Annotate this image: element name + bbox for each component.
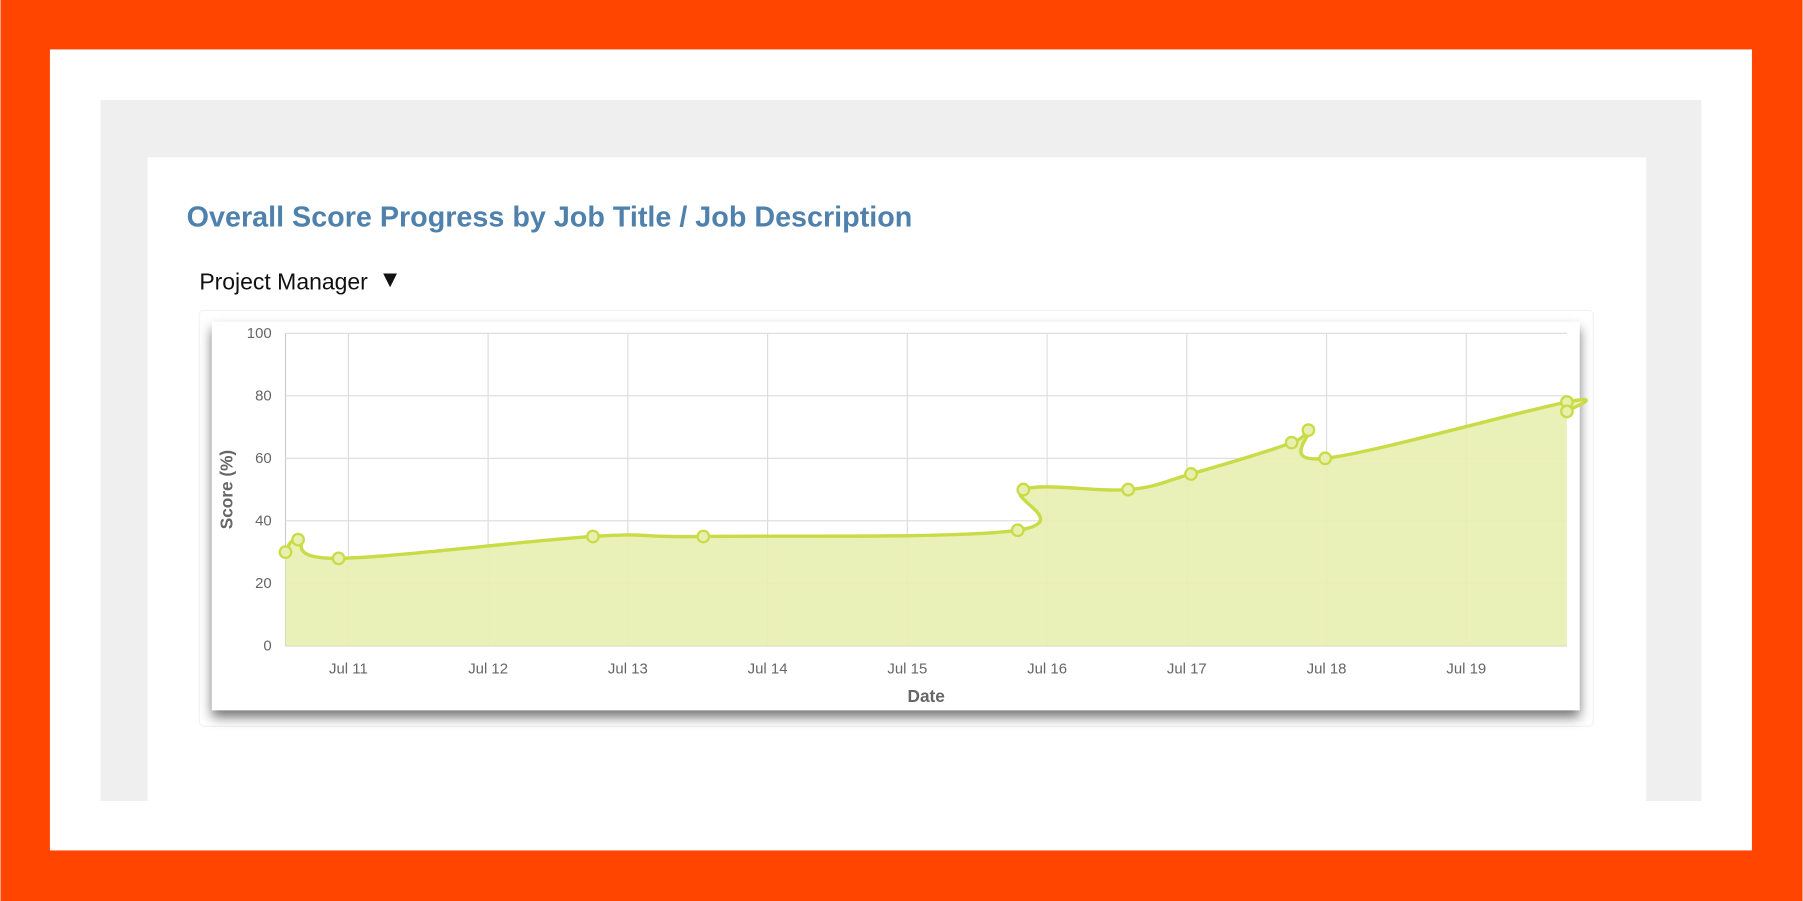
dropdown[interactable]: Project Manager [199, 269, 397, 295]
dropdown-label[interactable]: Project Manager [199, 269, 368, 295]
point [696, 529, 711, 544]
plot: 0 20 40 60 80 100 Jul 11 Jul 12 Jul 13 Jul 14 Jul … [217, 325, 1588, 706]
point [1016, 482, 1031, 497]
x-tick-label: Jul 11 [329, 660, 368, 677]
y-tick-label: 60 [255, 450, 272, 467]
point [1301, 423, 1316, 438]
x-tick-label: Jul 12 [468, 660, 508, 677]
title: Overall Score Progress by Job Title / Jo… [187, 201, 913, 233]
point [331, 551, 346, 566]
point [586, 529, 600, 544]
x-tick-label: Jul 14 [748, 660, 788, 677]
point [1560, 404, 1574, 419]
y-tick-label: 0 [263, 637, 271, 654]
x-axis-label: Date [908, 686, 945, 706]
point [1184, 467, 1198, 481]
dropdown-arrow[interactable] [383, 273, 397, 288]
y-tick-label: 20 [255, 575, 272, 592]
y-tick-label: 100 [247, 325, 272, 342]
point [291, 532, 305, 547]
x-tick-label: Jul 16 [1027, 660, 1067, 677]
y-tick-label: 80 [255, 387, 272, 404]
point [1318, 451, 1333, 466]
point [1121, 482, 1136, 497]
y-axis-label: Score (%) [217, 450, 237, 529]
area [285, 399, 1587, 646]
x-tick-label: Jul 13 [608, 660, 648, 677]
x-tick-label: Jul 18 [1307, 660, 1347, 677]
x-tick-label: Jul 19 [1446, 660, 1486, 677]
x-tick-label: Jul 15 [887, 660, 927, 677]
y-tick-label: 40 [255, 512, 272, 529]
point [1010, 523, 1025, 538]
x-tick-label: Jul 17 [1167, 660, 1207, 677]
point [1284, 435, 1299, 450]
point [278, 545, 293, 559]
